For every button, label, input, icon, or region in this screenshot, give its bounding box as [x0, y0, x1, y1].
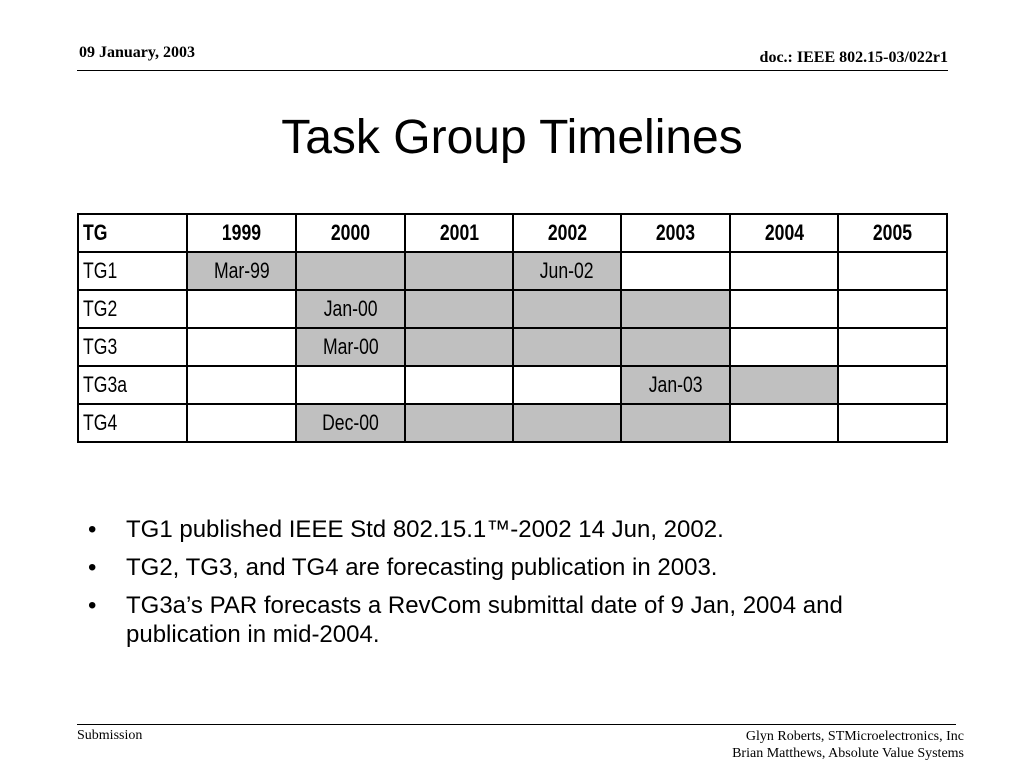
timeline-cell: Mar-99	[186, 251, 297, 291]
bullet-dot: •	[88, 554, 97, 581]
timeline-cell	[186, 403, 297, 443]
timeline-cell	[186, 365, 297, 405]
timeline-cell	[729, 289, 839, 329]
timeline-cell	[620, 327, 731, 367]
timeline-cell	[404, 251, 514, 291]
footer-author-2: Brian Matthews, Absolute Value Systems	[732, 746, 964, 761]
footer-divider	[77, 724, 956, 725]
timeline-cell	[729, 327, 839, 367]
bullet-list: • TG1 published IEEE Std 802.15.1™-2002 …	[88, 515, 948, 658]
table-header-row: TG 1999 2000 2001 2002 2003 2004 2005	[77, 213, 948, 253]
column-header-2004: 2004	[729, 213, 839, 253]
timeline-cell	[837, 251, 948, 291]
bullet-dot: •	[88, 516, 97, 543]
row-label-cell: TG1	[77, 251, 188, 291]
bullet-dot: •	[88, 592, 97, 619]
timeline-table: TG 1999 2000 2001 2002 2003 2004 2005 TG…	[77, 213, 948, 443]
timeline-cell	[837, 327, 948, 367]
column-header-2000: 2000	[295, 213, 406, 253]
bullet-text: TG2, TG3, and TG4 are forecasting public…	[126, 554, 718, 581]
timeline-cell	[729, 251, 839, 291]
timeline-cell	[404, 403, 514, 443]
column-header-2005: 2005	[837, 213, 948, 253]
row-label-cell: TG4	[77, 403, 188, 443]
footer-authors: Glyn Roberts, STMicroelectronics, Inc Br…	[732, 728, 964, 762]
timeline-cell	[512, 365, 622, 405]
timeline-cell-text: Jan-00	[323, 296, 378, 321]
timeline-cell	[186, 327, 297, 367]
timeline-cell	[837, 403, 948, 443]
timeline-cell	[512, 403, 622, 443]
row-label: TG4	[83, 410, 118, 435]
timeline-cell-text: Mar-99	[213, 258, 270, 283]
column-header-2003: 2003	[620, 213, 731, 253]
timeline-cell	[837, 289, 948, 329]
timeline-cell	[729, 403, 839, 443]
bullet-item: • TG1 published IEEE Std 802.15.1™-2002 …	[88, 515, 948, 544]
timeline-cell-text: Jun-02	[540, 258, 594, 283]
row-label: TG3a	[83, 372, 128, 397]
timeline-cell: Jan-03	[620, 365, 731, 405]
footer-submission: Submission	[77, 728, 143, 743]
timeline-cell	[729, 365, 839, 405]
timeline-cell-text: Jan-03	[648, 372, 703, 397]
timeline-cell	[512, 327, 622, 367]
timeline-cell	[404, 365, 514, 405]
timeline-body: TG1 Mar-99 Jun-02 TG2 Jan-00 TG3 Mar-00 TG3a Jan…	[77, 251, 948, 443]
timeline-cell	[620, 251, 731, 291]
row-label-cell: TG3a	[77, 365, 188, 405]
row-label-cell: TG2	[77, 289, 188, 329]
timeline-cell	[295, 251, 406, 291]
timeline-cell: Mar-00	[295, 327, 406, 367]
timeline-cell: Dec-00	[295, 403, 406, 443]
bullet-text: TG1 published IEEE Std 802.15.1™-2002 14…	[126, 516, 724, 543]
table-row: TG3a Jan-03	[77, 365, 948, 405]
row-label: TG3	[83, 334, 118, 359]
column-header-1999: 1999	[186, 213, 297, 253]
column-header-2001: 2001	[404, 213, 514, 253]
header-divider	[77, 70, 948, 71]
table-row: TG1 Mar-99 Jun-02	[77, 251, 948, 291]
timeline-cell-text: Mar-00	[322, 334, 379, 359]
column-header-2002: 2002	[512, 213, 622, 253]
header-date: 09 January, 2003	[79, 44, 196, 61]
row-label: TG1	[83, 258, 118, 283]
timeline-cell	[404, 289, 514, 329]
timeline-cell	[295, 365, 406, 405]
footer-author-1: Glyn Roberts, STMicroelectronics, Inc	[745, 729, 964, 744]
bullet-item: • TG2, TG3, and TG4 are forecasting publ…	[88, 553, 948, 582]
timeline-cell	[404, 327, 514, 367]
table-row: TG4 Dec-00	[77, 403, 948, 443]
row-label-cell: TG3	[77, 327, 188, 367]
column-header-tg: TG	[77, 213, 188, 253]
timeline-cell	[620, 289, 731, 329]
bullet-text: TG3a’s PAR forecasts a RevCom submittal …	[126, 592, 843, 648]
timeline-cell	[512, 289, 622, 329]
table-row: TG2 Jan-00	[77, 289, 948, 329]
timeline-cell: Jan-00	[295, 289, 406, 329]
timeline-cell-text: Dec-00	[322, 410, 379, 435]
header-doc-id: doc.: IEEE 802.15-03/022r1	[759, 49, 948, 66]
slide-title: Task Group Timelines	[281, 111, 743, 164]
timeline-cell	[186, 289, 297, 329]
table-row: TG3 Mar-00	[77, 327, 948, 367]
timeline-cell	[837, 365, 948, 405]
bullet-item: • TG3a’s PAR forecasts a RevCom submitta…	[88, 591, 948, 649]
timeline-cell: Jun-02	[512, 251, 622, 291]
timeline-cell	[620, 403, 731, 443]
row-label: TG2	[83, 296, 118, 321]
